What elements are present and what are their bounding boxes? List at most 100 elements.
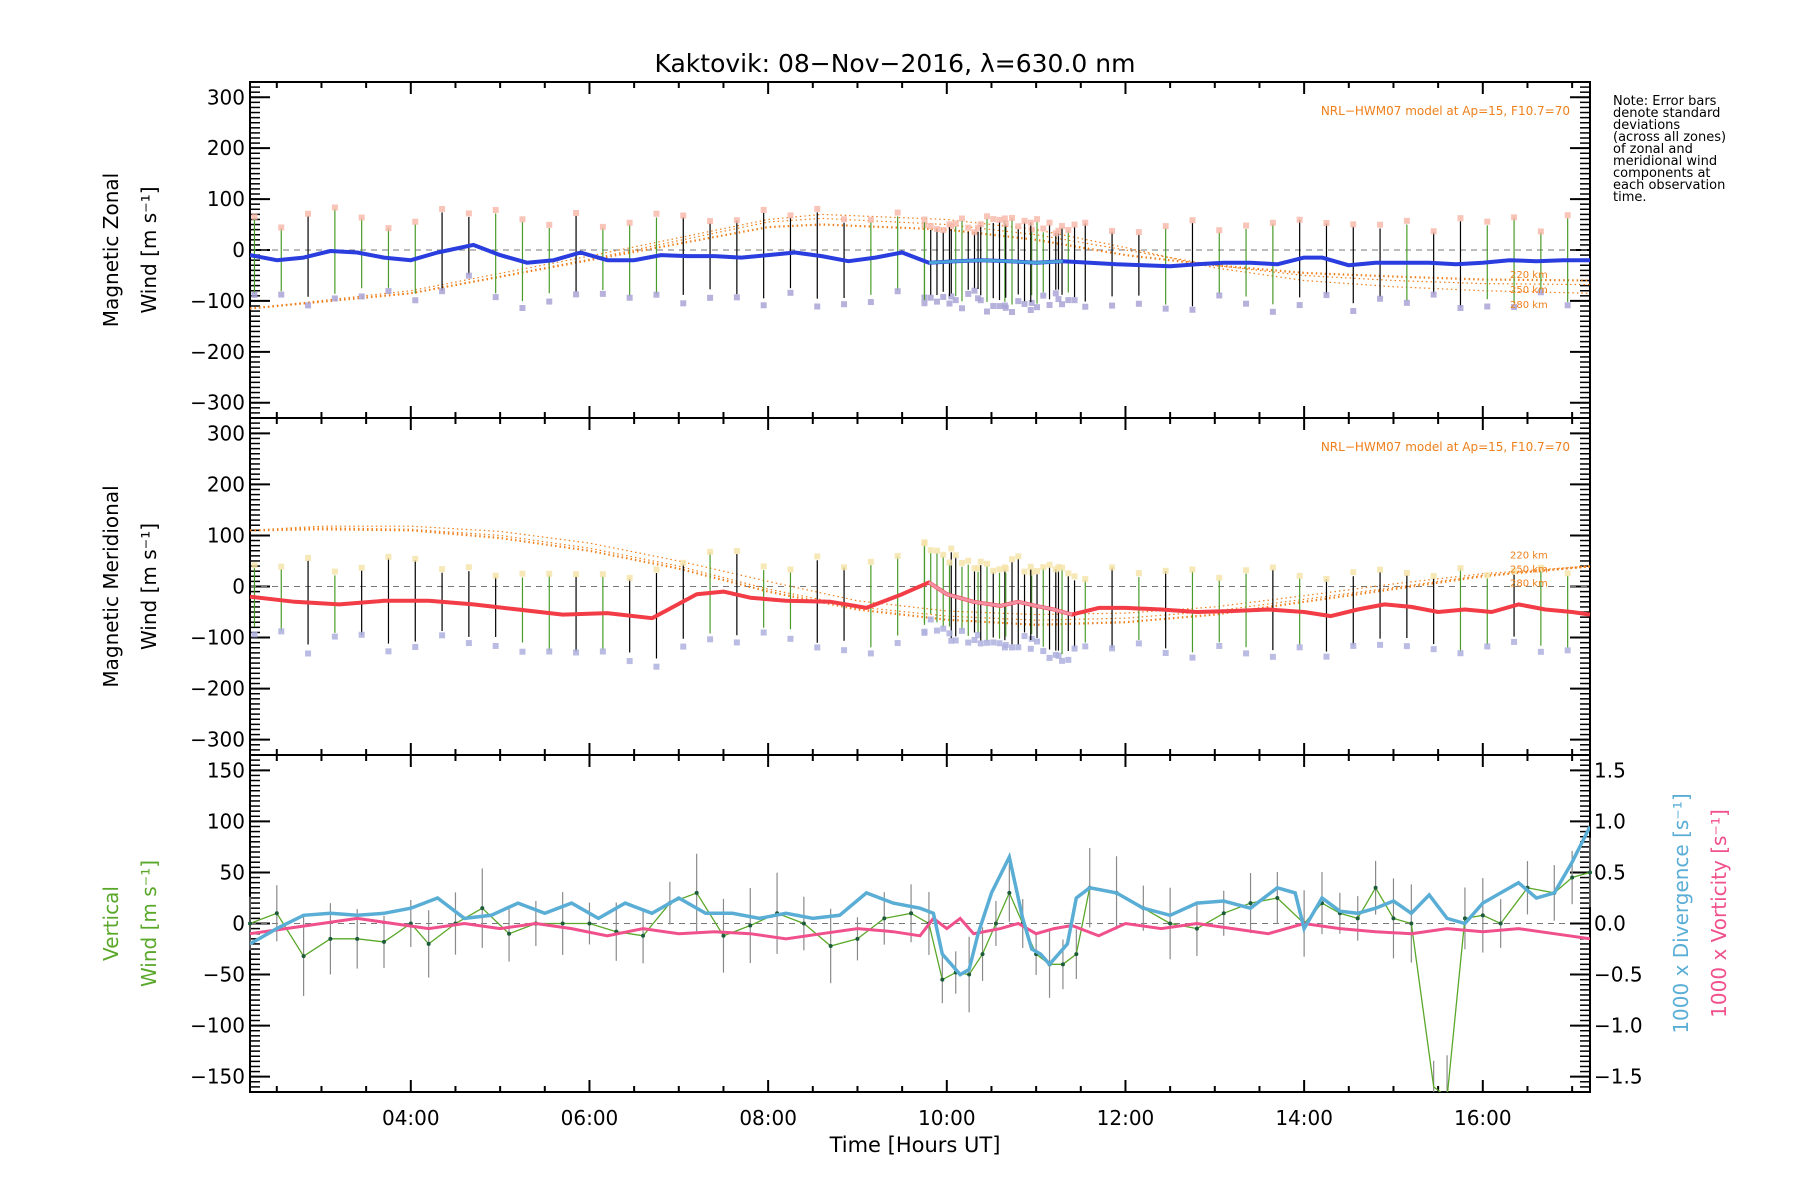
y2-tick-label: 0.0 [1594,912,1626,936]
note-line: Note: Error bars [1613,94,1717,109]
y-tick-label: 0 [232,238,245,262]
scatter-point [958,215,965,222]
chart-title: Kaktovik: 08−Nov−2016, λ=630.0 nm [655,49,1136,78]
vertical-wind-point [480,906,485,911]
scatter-point [841,216,848,223]
x-tick-label: 12:00 [1097,1106,1155,1130]
scatter-point [733,548,740,555]
scatter-point [921,300,928,307]
scatter-point [977,640,984,647]
note-line: deviations [1613,118,1681,133]
scatter-point [1040,225,1047,232]
x-tick-label: 04:00 [382,1106,440,1130]
scatter-point [519,216,526,223]
scatter-point [946,221,953,228]
scatter-point [946,559,953,566]
y-axis-label: Wind [m s⁻¹] [137,523,161,650]
scatter-point [251,631,258,638]
vertical-wind-point [801,921,806,926]
vorticity-line [250,916,1590,941]
scatter-point [1059,564,1066,571]
scatter-point [1162,305,1169,312]
scatter-point [1015,644,1022,651]
scatter-point [1015,223,1022,230]
scatter-point [465,272,472,279]
main-series-line [249,580,1591,621]
scatter-point [599,290,606,297]
scatter-point [1046,301,1053,308]
scatter-point [305,650,312,657]
scatter-point [1564,212,1571,219]
y2-tick-label: −1.0 [1594,1014,1643,1038]
vertical-wind-point [1007,890,1012,895]
scatter-point [1350,642,1357,649]
vertical-wind-point [1355,916,1360,921]
vertical-wind-point [1194,926,1199,931]
y-tick-label: 50 [220,860,245,884]
scatter-point [1564,570,1571,577]
scatter-point [573,649,580,656]
y-tick-label: 200 [207,472,245,496]
scatter-point [1323,575,1330,582]
scatter-point [1046,654,1053,661]
scatter-point [278,291,285,298]
scatter-point [965,290,972,297]
scatter-point [1457,215,1464,222]
model-altitude-label: 250 km [1510,285,1548,296]
scatter-point [1028,569,1035,576]
scatter-point [1350,307,1357,314]
vertical-wind-point [1480,913,1485,918]
scatter-point [1027,563,1034,570]
scatter-point [1350,569,1357,576]
scatter-point [1377,566,1384,573]
scatter-point [787,289,794,296]
scatter-point [733,639,740,646]
scatter-point [412,218,419,225]
x-tick-label: 08:00 [739,1106,797,1130]
model-curve [249,528,1591,626]
scatter-point [653,663,660,670]
scatter-point [1216,292,1223,299]
scatter-point [1002,642,1009,649]
scatter-point [733,294,740,301]
y-tick-label: −300 [190,728,245,752]
scatter-point [1484,643,1491,650]
scatter-point [760,206,767,213]
scatter-point [680,300,687,307]
scatter-point [1065,226,1072,233]
scatter-point [1052,290,1059,297]
y-tick-label: 100 [207,523,245,547]
scatter-point [1457,565,1464,572]
scatter-point [358,214,365,221]
x-axis: 04:00 06:00 08:00 10:00 12:00 14:00 16:00 [382,1106,1512,1130]
scatter-point [1243,567,1250,574]
scatter-point [331,295,338,302]
scatter-point [894,552,901,559]
scatter-point [990,216,997,223]
y2-tick-label: 1.5 [1594,758,1626,782]
scatter-point [1296,216,1303,223]
y-tick-label: 300 [207,85,245,109]
scatter-point [385,288,392,295]
x-tick-label: 16:00 [1454,1106,1512,1130]
scatter-point [990,639,997,646]
y2-tick-label: 0.5 [1594,860,1626,884]
scatter-point [1071,221,1078,228]
scatter-point [1059,657,1066,664]
scatter-point [1065,570,1072,577]
scatter-point [894,209,901,216]
scatter-point [465,640,472,647]
vertical-wind-point [641,933,646,938]
vertical-wind-point [274,911,279,916]
scatter-point [1002,304,1009,311]
model-label: NRL−HWM07 model at Ap=15, F10.7=70 [1321,440,1570,454]
scatter-point [305,210,312,217]
scatter-point [948,293,955,300]
scatter-point [977,297,984,304]
scatter-point [952,297,959,304]
scatter-point [1009,644,1016,651]
scatter-point [707,218,714,225]
scatter-point [1511,214,1518,221]
vertical-wind-point [301,954,306,959]
scatter-point [940,551,947,558]
